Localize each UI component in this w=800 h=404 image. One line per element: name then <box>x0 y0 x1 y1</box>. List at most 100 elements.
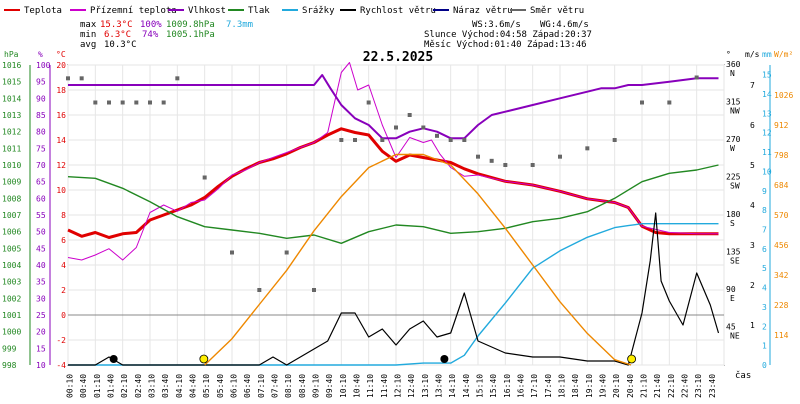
x-tick: 01:40 <box>107 374 116 398</box>
wind-dir-point <box>79 76 84 81</box>
x-tick: 03:40 <box>161 374 170 398</box>
stat-max-press: 1009.8hPa <box>166 20 215 30</box>
mm-tick: 11 <box>762 148 772 157</box>
degc-tick: 0 <box>61 311 66 320</box>
hpa-tick: 1010 <box>2 161 21 170</box>
hpa-tick: 998 <box>2 361 17 370</box>
ms-tick: 3 <box>750 241 755 250</box>
wm2-unit: W/m² <box>774 50 793 59</box>
hpa-tick: 1008 <box>2 194 21 203</box>
hpa-tick: 1003 <box>2 278 21 287</box>
ms-tick: 4 <box>750 201 755 210</box>
series-line <box>204 153 632 366</box>
ms-tick: 2 <box>750 281 755 290</box>
wm2-tick: 114 <box>774 331 789 340</box>
mm-tick: 3 <box>762 303 767 312</box>
wind-dir-point <box>148 100 152 105</box>
wind-dir-point <box>66 76 70 81</box>
x-tick: 15:40 <box>489 374 498 398</box>
x-tick: 17:10 <box>530 374 539 398</box>
wm2-tick: 1026 <box>774 91 793 100</box>
dir-tick: SE <box>730 257 740 266</box>
wind-dir-point <box>366 100 371 105</box>
x-tick: 17:40 <box>544 374 553 398</box>
degc-tick: 4 <box>61 261 66 270</box>
stat-min-label: min <box>80 30 96 40</box>
wm2-tick: 798 <box>774 151 789 160</box>
hpa-tick: 1016 <box>2 61 21 70</box>
x-tick: 10:40 <box>353 374 362 398</box>
x-tick: 04:10 <box>175 374 184 398</box>
dir-tick: SW <box>730 182 740 191</box>
mm-tick: 14 <box>762 90 772 99</box>
wind-dir-point <box>394 125 398 130</box>
mm-tick: 10 <box>762 167 772 176</box>
pct-tick: 90 <box>36 94 46 103</box>
mm-unit: mm <box>762 50 772 59</box>
x-tick: 10:10 <box>339 374 348 398</box>
pct-tick: 40 <box>36 261 46 270</box>
wind-dir-point <box>407 113 412 117</box>
legend-label: Rychlost větru <box>360 6 436 16</box>
chart-title: 22.5.2025 <box>363 50 433 65</box>
x-tick: 00:10 <box>66 374 75 398</box>
series-line <box>68 74 719 140</box>
degc-unit: °C <box>56 50 66 59</box>
x-tick: 13:40 <box>435 374 444 398</box>
mm-tick: 7 <box>762 226 767 235</box>
hpa-tick: 1001 <box>2 311 21 320</box>
degc-tick: -2 <box>56 336 66 345</box>
x-tick: 18:40 <box>571 374 580 398</box>
stat-avg-temp: 10.3°C <box>104 40 137 50</box>
pct-tick: 100 <box>36 61 51 70</box>
hpa-tick: 1002 <box>2 294 21 303</box>
wind-dir-point <box>503 163 508 167</box>
mm-tick: 13 <box>762 109 772 118</box>
stat-max-label: max <box>80 20 97 30</box>
deg-tick: 135 <box>726 248 741 257</box>
pct-tick: 30 <box>36 294 46 303</box>
x-tick: 21:40 <box>653 374 662 398</box>
wind-dir-point <box>380 138 385 142</box>
series-layer <box>66 62 720 366</box>
x-tick: 12:10 <box>394 374 403 398</box>
x-tick: 07:40 <box>271 374 280 398</box>
hpa-tick: 1006 <box>2 228 21 237</box>
moonset-marker <box>440 355 449 363</box>
hpa-tick: 1000 <box>2 328 21 337</box>
legend-label: Přízemní teplota <box>90 6 177 16</box>
x-tick: 03:10 <box>148 374 157 398</box>
deg-tick: 90 <box>726 285 736 294</box>
deg-tick: 45 <box>726 323 736 332</box>
ms-tick: 1 <box>750 321 755 330</box>
wind-dir-point <box>175 76 180 81</box>
wm2-tick: 228 <box>774 301 789 310</box>
series-line <box>67 164 719 245</box>
wind-dir-point <box>476 154 480 159</box>
wind-dir-point <box>462 138 467 142</box>
mm-tick: 5 <box>762 264 767 273</box>
wind-dir-point <box>284 250 289 255</box>
deg-unit: ° <box>726 50 731 59</box>
dir-tick: W <box>730 144 735 153</box>
x-tick: 02:10 <box>120 374 129 398</box>
x-tick: 18:10 <box>558 374 567 398</box>
stat-max-temp: 15.3°C <box>100 20 133 30</box>
degc-tick: 16 <box>56 111 66 120</box>
wind-dir-point <box>202 175 207 180</box>
x-tick: 20:40 <box>626 374 635 398</box>
degc-tick: 20 <box>56 61 66 70</box>
dir-tick: NE <box>730 332 740 341</box>
ms-tick: 5 <box>750 161 755 170</box>
pct-tick: 75 <box>36 144 46 153</box>
wind-dir-point <box>435 133 439 138</box>
hpa-tick: 1009 <box>2 178 21 187</box>
x-tick: 14:10 <box>448 374 457 398</box>
wind-dir-point <box>161 100 166 105</box>
wind-dir-point <box>107 100 111 105</box>
x-tick: 08:40 <box>298 374 307 398</box>
dir-tick: S <box>730 219 735 228</box>
stat-max-rain: 7.3mm <box>226 20 253 30</box>
